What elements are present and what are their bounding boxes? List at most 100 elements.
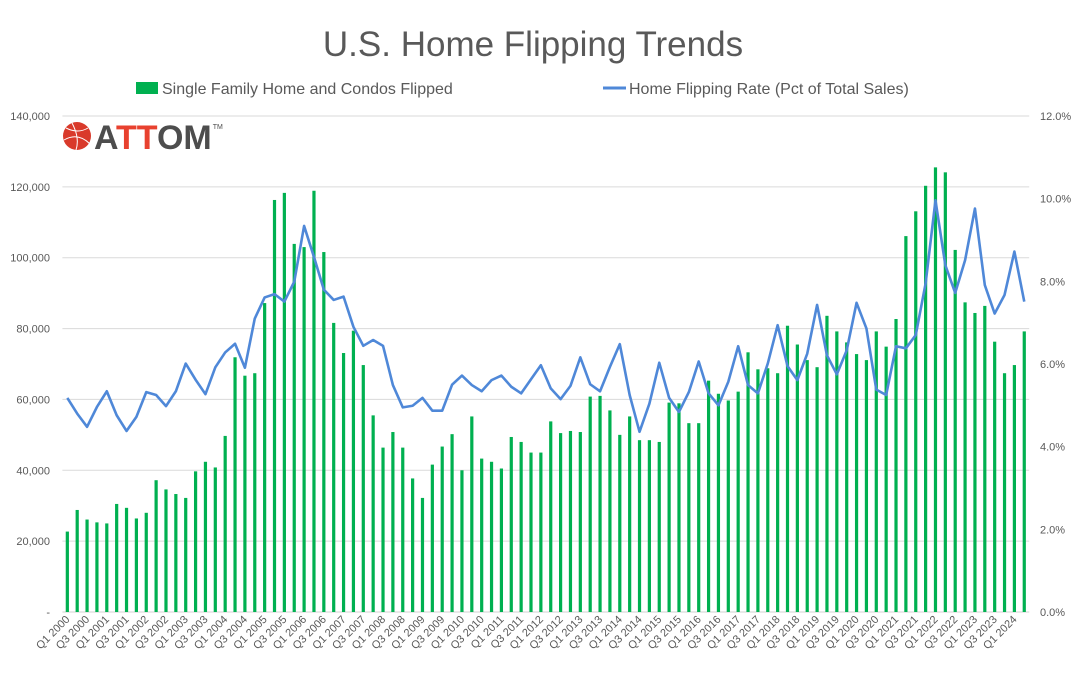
bar <box>489 461 494 612</box>
bar <box>450 434 454 612</box>
rate-line <box>66 199 1026 434</box>
bar <box>509 436 513 612</box>
bar <box>766 368 770 612</box>
y-left-tick-label: - <box>46 607 50 619</box>
y-right-tick-label: 12.0% <box>1040 111 1071 123</box>
bar <box>953 249 957 613</box>
bar <box>647 440 651 612</box>
bar <box>687 423 691 612</box>
y-right-tick-label: 2.0% <box>1040 524 1065 536</box>
bar <box>726 400 730 612</box>
bar <box>124 507 129 612</box>
bar <box>243 375 247 612</box>
bar <box>361 365 365 612</box>
bar <box>263 303 267 612</box>
y-left-tick-label: 20,000 <box>16 536 50 548</box>
logo-text: ATTOMTM <box>94 119 223 157</box>
bar <box>697 423 701 612</box>
bar <box>282 192 286 612</box>
bar <box>825 315 829 612</box>
bar <box>706 380 711 612</box>
legend-bar-label: Single Family Home and Condos Flipped <box>162 81 453 98</box>
y-right-tick-label: 0.0% <box>1040 607 1065 619</box>
bar <box>805 360 809 612</box>
bar <box>223 435 227 612</box>
bar <box>884 346 888 612</box>
y-right-tick-label: 6.0% <box>1040 359 1065 371</box>
bar <box>115 503 119 612</box>
bar <box>993 341 997 612</box>
bar <box>835 331 839 612</box>
bar <box>746 352 750 612</box>
bar <box>795 344 799 612</box>
bar <box>608 410 612 612</box>
bar <box>272 199 277 613</box>
bar <box>529 452 533 612</box>
bar <box>184 497 188 612</box>
bar <box>332 322 336 612</box>
bar <box>95 522 99 612</box>
y-left-tick-label: 60,000 <box>16 394 50 406</box>
bar <box>549 421 553 612</box>
bar <box>864 360 869 612</box>
bar <box>470 416 474 612</box>
bar <box>568 430 573 612</box>
y-left-tick-label: 40,000 <box>16 465 50 477</box>
bar <box>391 432 395 612</box>
bar <box>558 433 563 612</box>
y-left-tick-label: 100,000 <box>10 253 50 265</box>
bar <box>933 167 938 612</box>
bar <box>1012 365 1017 612</box>
bar <box>963 302 967 612</box>
legend-line-label: Home Flipping Rate (Pct of Total Sales) <box>629 81 909 98</box>
attom-logo: ATTOMTM <box>63 119 223 157</box>
bar <box>1022 331 1026 612</box>
bar <box>815 367 819 612</box>
legend-bar-swatch <box>136 82 158 94</box>
bar <box>85 519 89 612</box>
bar <box>371 415 375 612</box>
bar <box>637 440 642 612</box>
bar <box>292 243 296 612</box>
bar <box>578 432 582 612</box>
bar <box>460 470 464 612</box>
bar <box>213 467 217 612</box>
bar <box>904 236 908 613</box>
y-left-tick-label: 140,000 <box>10 111 50 123</box>
bar <box>894 319 898 612</box>
bar <box>983 305 987 612</box>
bar <box>480 458 484 612</box>
bar <box>174 494 178 612</box>
bar <box>785 325 790 612</box>
bar <box>845 342 849 612</box>
bar <box>193 471 198 612</box>
y-left-tick-label: 120,000 <box>10 182 50 194</box>
bar <box>401 447 405 612</box>
bar <box>588 396 592 612</box>
bar <box>440 446 444 612</box>
bar <box>1002 373 1007 612</box>
bar <box>776 373 780 612</box>
bar <box>105 523 109 612</box>
bar <box>499 468 504 612</box>
bar <box>924 185 928 612</box>
bar <box>134 518 138 612</box>
logo-globe-lines <box>63 122 91 151</box>
bar <box>381 447 385 612</box>
bar <box>351 330 356 612</box>
bar <box>341 353 346 612</box>
bar <box>144 512 148 612</box>
legend: Single Family Home and Condos Flipped Ho… <box>136 81 909 98</box>
bar <box>312 190 316 613</box>
bar <box>943 172 947 612</box>
bar <box>756 369 760 612</box>
bar <box>154 480 158 612</box>
bar <box>736 391 740 612</box>
bar <box>75 509 79 612</box>
bar <box>420 497 425 612</box>
bar <box>233 357 237 612</box>
bar <box>854 354 859 612</box>
bar <box>411 478 415 612</box>
bar <box>302 247 306 613</box>
